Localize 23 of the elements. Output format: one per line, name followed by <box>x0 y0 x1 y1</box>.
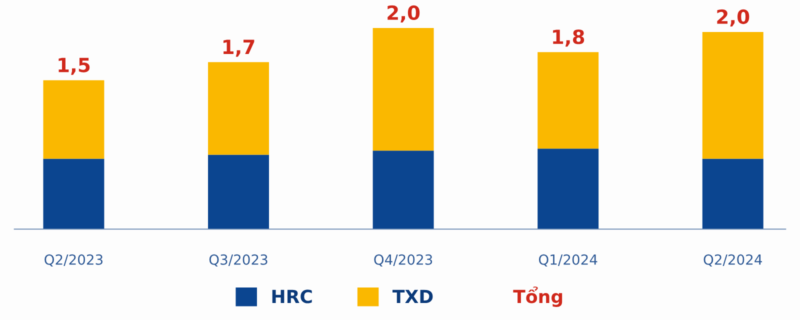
bar <box>208 154 269 230</box>
bar <box>372 28 434 151</box>
text: Tổng <box>513 286 562 307</box>
x-tick-label: Q2/2023 <box>44 254 103 266</box>
bar <box>43 80 104 159</box>
x-tick-label: Q2/2024 <box>704 254 762 266</box>
bar <box>372 150 434 230</box>
legend-label: TXD <box>392 290 433 304</box>
bar <box>538 52 599 149</box>
x-tick-label: Q1/2024 <box>538 254 598 266</box>
x-tick-label: Q3/2023 <box>209 254 268 266</box>
bar <box>702 158 764 230</box>
text: 2,0 <box>717 9 750 27</box>
annotation: 1,5 <box>58 58 90 75</box>
bar <box>538 148 599 230</box>
x-tick-label: Q4/2023 <box>374 254 432 266</box>
annotation: 1,7 <box>223 40 254 57</box>
legend-label: HRC <box>272 290 312 304</box>
annotation: 1,8 <box>553 29 584 47</box>
bar <box>43 158 104 230</box>
bar <box>702 32 764 159</box>
text: 2,0 <box>388 5 420 23</box>
bar <box>208 62 269 155</box>
